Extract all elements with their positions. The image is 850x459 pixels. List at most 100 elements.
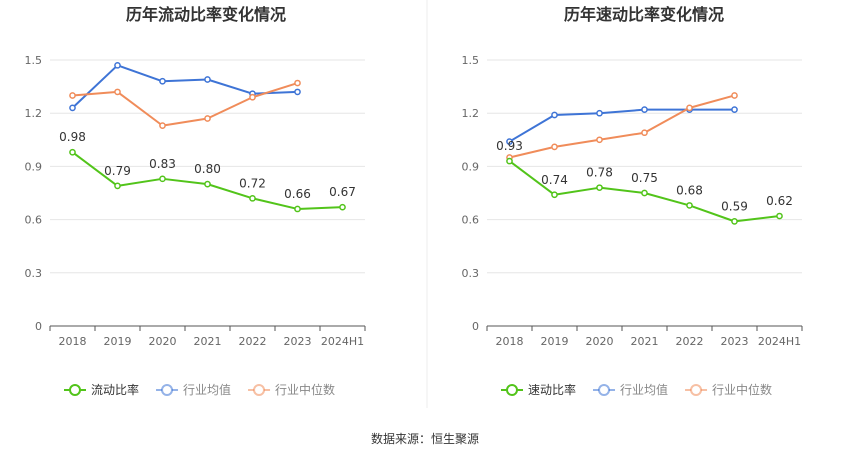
data-point[interactable] [641, 129, 648, 137]
data-point[interactable] [114, 88, 121, 96]
data-point[interactable] [686, 202, 693, 209]
y-tick-label: 0.6 [25, 214, 43, 227]
series-line-series-1 [69, 61, 301, 112]
x-tick-label: 2020 [586, 335, 614, 348]
legend-item[interactable]: 速动比率 [501, 382, 576, 397]
legend-swatch-marker [69, 384, 81, 396]
data-point[interactable] [294, 79, 301, 87]
x-tick-label: 2018 [496, 335, 524, 348]
y-tick-label: 0 [35, 320, 42, 333]
data-label: 0.93 [496, 139, 523, 153]
legend-label: 流动比率 [91, 382, 139, 397]
chart-legend: 速动比率 行业均值 行业中位数 [501, 382, 772, 397]
data-point[interactable] [596, 184, 603, 192]
legend-item[interactable]: 行业均值 [156, 382, 231, 397]
legend-item[interactable]: 行业中位数 [248, 382, 335, 397]
x-tick-label: 2023 [721, 335, 749, 348]
data-point[interactable] [551, 143, 558, 151]
y-tick-label: 0.9 [25, 160, 43, 173]
chart-legend: 流动比率 行业均值 行业中位数 [64, 382, 335, 397]
legend-label: 行业中位数 [275, 382, 335, 397]
x-tick-label: 2022 [239, 335, 267, 348]
x-tick-label: 2022 [676, 335, 704, 348]
data-label: 0.80 [194, 162, 221, 176]
chart-title: 历年流动比率变化情况 [126, 5, 286, 24]
data-point[interactable] [159, 77, 166, 85]
data-point[interactable] [641, 189, 648, 197]
data-point[interactable] [249, 93, 256, 101]
legend-swatch-marker [598, 384, 611, 396]
series-line-series-0 [69, 148, 346, 213]
data-point[interactable] [506, 138, 513, 145]
series-path [509, 94, 735, 159]
data-point[interactable] [114, 182, 121, 190]
data-label: 0.66 [284, 187, 311, 201]
y-tick-label: 0 [472, 320, 479, 333]
data-label: 0.78 [586, 166, 613, 180]
legend-swatch-marker [161, 384, 174, 396]
legend-label: 速动比率 [528, 382, 576, 397]
x-tick-label: 2020 [149, 335, 177, 348]
y-tick-label: 1.5 [462, 54, 480, 67]
data-label: 0.62 [766, 194, 793, 208]
data-point[interactable] [69, 148, 76, 156]
data-label: 0.83 [149, 157, 176, 171]
data-point[interactable] [551, 191, 558, 199]
data-point[interactable] [596, 109, 603, 117]
data-point[interactable] [204, 115, 211, 122]
data-point[interactable] [731, 218, 738, 225]
data-point[interactable] [294, 205, 301, 213]
data-label: 0.67 [329, 185, 356, 199]
x-tick-label: 2018 [59, 335, 87, 348]
data-point[interactable] [776, 212, 783, 220]
data-point[interactable] [339, 203, 346, 211]
data-label: 0.59 [721, 199, 748, 213]
data-point[interactable] [551, 111, 558, 119]
x-tick-label: 2024H1 [758, 335, 801, 348]
data-point[interactable] [69, 92, 76, 99]
data-label: 0.79 [104, 164, 131, 178]
y-tick-label: 1.2 [25, 107, 43, 120]
legend-label: 行业均值 [183, 382, 231, 397]
series-line-series-2 [506, 92, 738, 161]
y-tick-label: 1.2 [462, 107, 480, 120]
data-point[interactable] [249, 194, 256, 202]
series-path [71, 64, 298, 109]
data-point[interactable] [159, 175, 166, 183]
legend-swatch-marker [506, 384, 518, 396]
data-label: 0.74 [541, 173, 568, 187]
chart-quick-ratio: 历年速动比率变化情况 0 0.3 0.6 0.9 1.2 1.5 2018 2019 2020… [462, 5, 803, 397]
x-tick-label: 2021 [194, 335, 222, 348]
data-point[interactable] [69, 104, 76, 112]
data-point[interactable] [204, 180, 211, 188]
chart-current-ratio: 历年流动比率变化情况 0 0.3 0.6 0.9 1.2 1.5 2018 2019 2020… [25, 5, 366, 397]
data-label: 0.75 [631, 171, 658, 185]
data-point[interactable] [596, 136, 603, 144]
legend-item[interactable]: 流动比率 [64, 382, 139, 397]
data-point[interactable] [204, 76, 211, 83]
source-note: 数据来源：恒生聚源 [371, 431, 479, 446]
data-label: 0.98 [59, 130, 86, 144]
series-line-series-2 [69, 79, 301, 129]
data-point[interactable] [294, 88, 301, 96]
data-point[interactable] [114, 61, 121, 69]
legend-label: 行业均值 [620, 382, 668, 397]
data-label: 0.68 [676, 183, 703, 197]
y-tick-label: 0.6 [462, 214, 480, 227]
legend-item[interactable]: 行业均值 [593, 382, 668, 397]
legend-item[interactable]: 行业中位数 [685, 382, 772, 397]
x-tick-label: 2021 [631, 335, 659, 348]
data-point[interactable] [731, 92, 738, 99]
series-line-series-0 [506, 157, 783, 225]
y-tick-label: 0.3 [25, 267, 43, 280]
x-tick-label: 2019 [541, 335, 569, 348]
data-point[interactable] [159, 122, 166, 129]
x-tick-label: 2024H1 [321, 335, 364, 348]
data-point[interactable] [641, 106, 648, 114]
data-point[interactable] [506, 157, 513, 165]
x-tick-label: 2019 [104, 335, 132, 348]
data-point[interactable] [731, 106, 738, 114]
data-point[interactable] [686, 104, 693, 112]
legend-label: 行业中位数 [712, 382, 772, 397]
